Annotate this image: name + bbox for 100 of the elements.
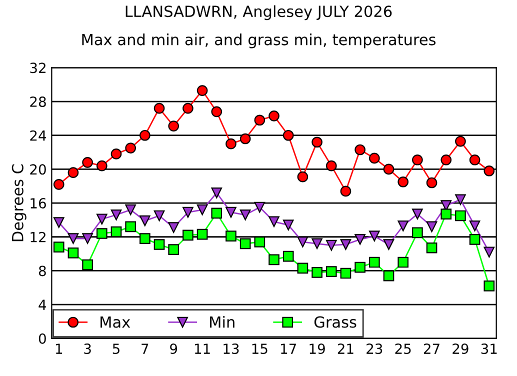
point [354, 262, 366, 273]
point [398, 176, 409, 188]
point [196, 228, 208, 240]
point [469, 154, 480, 166]
point [53, 179, 64, 190]
point [426, 242, 438, 254]
chart-subtitle: Max and min air, and grass min, temperatures [82, 34, 436, 48]
point [469, 234, 480, 245]
legend-label: Grass [314, 316, 356, 328]
x-tick-label: 13 [224, 344, 239, 354]
y-tick-label: 16 [30, 198, 46, 209]
point [268, 110, 280, 122]
point [182, 102, 194, 114]
point [168, 120, 180, 132]
point [383, 164, 394, 175]
point [125, 142, 136, 154]
point [326, 240, 337, 251]
point [96, 214, 108, 225]
point [168, 244, 180, 255]
point [383, 270, 394, 282]
point [282, 220, 294, 230]
point [368, 152, 380, 164]
point [140, 130, 150, 141]
point [154, 239, 165, 250]
point [140, 233, 150, 244]
point [240, 209, 251, 220]
x-tick-label: 11 [194, 344, 210, 354]
point [455, 210, 466, 222]
point [211, 208, 222, 219]
point [140, 215, 150, 226]
x-tick-label: 1 [56, 344, 62, 354]
point [426, 221, 438, 232]
point [168, 222, 180, 233]
point [312, 136, 322, 148]
point [96, 228, 108, 239]
y-tick-label: 0 [38, 333, 46, 344]
point [110, 209, 122, 220]
point [268, 254, 280, 266]
point [82, 259, 93, 270]
y-tick-label: 12 [30, 232, 46, 242]
x-tick-label: 15 [252, 344, 268, 354]
x-tick-label: 9 [170, 344, 178, 354]
point [254, 202, 266, 213]
point [226, 230, 236, 242]
point [211, 106, 222, 118]
x-tick-label: 7 [142, 344, 148, 354]
point [455, 194, 466, 206]
x-tick-label: 31 [481, 344, 497, 354]
point [226, 138, 236, 150]
point [240, 238, 251, 250]
y-tick-label: 4 [38, 300, 46, 310]
point [110, 148, 122, 160]
x-tick-label: 3 [84, 344, 91, 354]
legend-label: Min [210, 316, 234, 328]
point [68, 248, 79, 258]
point [240, 133, 251, 144]
x-tick-label: 21 [338, 344, 354, 354]
point [412, 208, 423, 220]
x-tick-label: 23 [366, 344, 382, 354]
point [154, 210, 165, 222]
point [53, 217, 64, 228]
chart-title: LLANSADWRN, Anglesey JULY 2026 [126, 5, 392, 20]
point [312, 238, 322, 250]
x-tick-label: 27 [424, 344, 440, 354]
x-tick-label: 5 [112, 344, 120, 354]
y-tick-label: 24 [30, 130, 46, 141]
point [340, 239, 352, 250]
point [326, 266, 337, 277]
y-tick-label: 28 [30, 96, 46, 107]
point [469, 220, 480, 232]
point [484, 246, 495, 258]
point [484, 165, 495, 176]
point [484, 280, 495, 292]
point [82, 233, 93, 244]
point [426, 177, 438, 188]
point [125, 221, 136, 232]
point [154, 102, 165, 114]
point [398, 220, 409, 232]
point [196, 85, 208, 96]
point [196, 204, 208, 216]
point [354, 234, 366, 245]
point [82, 157, 93, 168]
x-tick-label: 19 [310, 344, 325, 354]
point [455, 136, 466, 147]
point [68, 167, 79, 178]
point [182, 230, 194, 241]
point [68, 233, 79, 244]
legend-label: Max [100, 316, 130, 328]
y-tick-label: 32 [30, 62, 46, 74]
point [282, 130, 294, 141]
x-tick-label: 17 [281, 344, 296, 354]
point [440, 154, 452, 166]
point [326, 160, 337, 172]
point [297, 262, 308, 274]
point [440, 208, 452, 220]
point [211, 187, 222, 198]
y-axis-title: Degrees C [12, 164, 26, 242]
point [110, 226, 122, 238]
point [53, 242, 64, 252]
point [254, 114, 266, 126]
